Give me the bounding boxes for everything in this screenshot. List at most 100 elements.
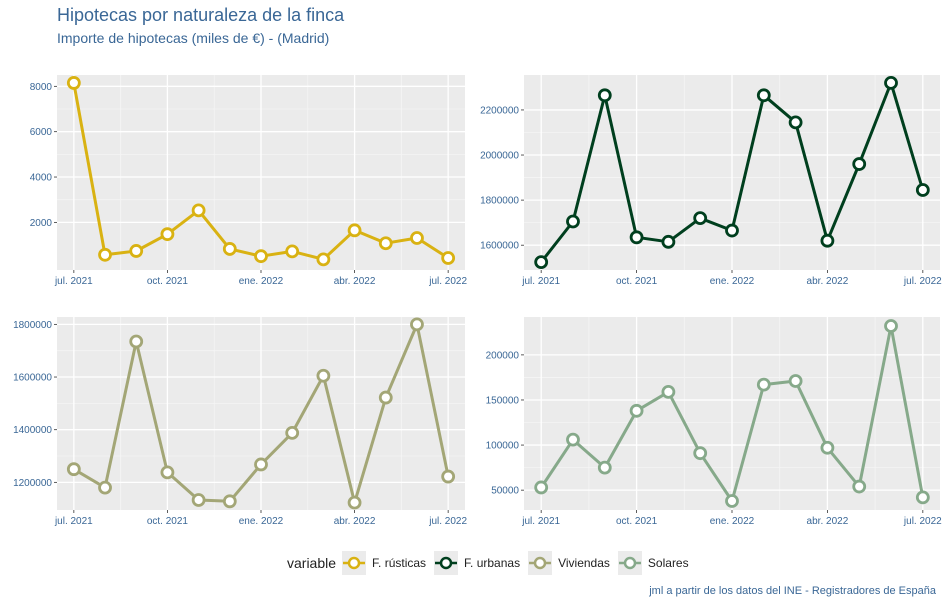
data-point	[285, 425, 300, 440]
data-point	[316, 368, 331, 383]
data-point	[884, 319, 898, 333]
data-point	[629, 403, 644, 418]
y-tick-label: 6000	[30, 127, 53, 138]
x-tick-label: ene. 2022	[239, 516, 284, 527]
y-tick-label: 1600000	[480, 241, 519, 252]
data-point	[191, 203, 206, 218]
data-point	[820, 440, 835, 455]
y-tick-label: 1800000	[13, 320, 52, 331]
legend-key-f-urbanas	[434, 551, 459, 575]
legend-title: variable	[287, 555, 337, 571]
data-point	[410, 317, 424, 332]
y-tick-label: 2200000	[480, 105, 519, 116]
data-point	[160, 465, 175, 480]
legend-item-viviendas: Viviendas	[528, 551, 610, 575]
y-tick-label: 2000000	[480, 151, 519, 162]
data-point	[852, 479, 867, 494]
chart-subtitle: Importe de hipotecas (miles de €) - (Mad…	[57, 30, 330, 46]
source-caption: jml a partir de los datos del INE - Regi…	[649, 585, 936, 597]
x-tick-label: jul. 2022	[903, 516, 942, 527]
data-point	[222, 494, 237, 509]
x-tick-label: jul. 2022	[428, 276, 467, 287]
x-tick-label: ene. 2022	[710, 516, 755, 527]
x-tick-label: oct. 2021	[147, 516, 189, 527]
legend-label: F. urbanas	[464, 556, 521, 570]
x-tick-label: abr. 2022	[334, 516, 376, 527]
data-point	[254, 249, 268, 264]
y-tick-label: 1800000	[480, 196, 519, 207]
data-point	[98, 480, 112, 495]
data-point	[693, 446, 708, 461]
data-point	[534, 480, 549, 495]
data-point	[629, 230, 644, 245]
data-point	[222, 242, 237, 256]
data-point	[441, 469, 456, 484]
legend-key-viviendas	[528, 551, 553, 575]
x-tick-label: abr. 2022	[807, 516, 849, 527]
data-point	[566, 432, 580, 447]
data-point	[378, 390, 393, 405]
data-point	[129, 334, 144, 349]
data-point	[820, 233, 835, 248]
x-tick-label: ene. 2022	[710, 276, 755, 287]
y-tick-label: 4000	[30, 173, 53, 184]
y-tick-label: 100000	[486, 441, 520, 452]
legend: variable F. rústicas F. urbanas Vivienda…	[287, 551, 697, 575]
data-point	[441, 251, 456, 265]
data-point	[191, 493, 206, 507]
x-tick-label: oct. 2021	[616, 276, 658, 287]
data-point	[98, 247, 112, 262]
data-point	[254, 457, 268, 472]
chart-title: Hipotecas por naturaleza de la finca	[57, 5, 345, 25]
y-tick-label: 50000	[491, 486, 519, 497]
legend-item-solares: Solares	[617, 551, 689, 575]
data-point	[285, 244, 300, 259]
legend-item-f-urbanas: F. urbanas	[434, 551, 520, 575]
x-tick-label: oct. 2021	[616, 516, 658, 527]
data-point	[66, 76, 81, 90]
y-tick-label: 200000	[486, 350, 520, 361]
legend-label: F. rústicas	[372, 556, 427, 570]
x-tick-label: abr. 2022	[334, 276, 376, 287]
data-point	[788, 115, 803, 130]
data-point	[347, 495, 362, 510]
data-point	[915, 183, 930, 197]
data-point	[566, 214, 580, 229]
data-point	[852, 157, 867, 171]
x-tick-label: abr. 2022	[807, 276, 849, 287]
x-tick-label: jul. 2021	[521, 516, 560, 527]
legend-label: Solares	[647, 556, 689, 570]
data-point	[160, 227, 175, 242]
y-tick-label: 150000	[486, 395, 520, 406]
x-tick-label: jul. 2021	[54, 516, 93, 527]
data-point	[347, 223, 362, 238]
data-point	[597, 88, 612, 103]
data-point	[756, 88, 771, 103]
x-tick-label: jul. 2022	[428, 516, 467, 527]
data-point	[410, 231, 424, 245]
x-tick-label: oct. 2021	[147, 276, 189, 287]
data-point	[788, 374, 803, 388]
data-point	[597, 460, 612, 475]
data-point	[915, 490, 930, 505]
y-tick-label: 1600000	[13, 373, 52, 384]
data-point	[66, 462, 81, 477]
legend-label: Viviendas	[558, 556, 610, 570]
x-tick-label: jul. 2022	[903, 276, 942, 287]
x-tick-label: jul. 2021	[521, 276, 560, 287]
y-tick-label: 1400000	[13, 425, 52, 436]
data-point	[884, 75, 898, 90]
data-point	[316, 252, 331, 267]
y-tick-label: 1200000	[13, 478, 52, 489]
data-point	[725, 494, 739, 508]
data-point	[661, 234, 676, 249]
data-point	[693, 211, 708, 226]
x-tick-label: jul. 2021	[54, 276, 93, 287]
data-point	[756, 377, 771, 392]
data-point	[725, 223, 739, 238]
y-tick-label: 2000	[30, 218, 53, 229]
legend-item-f-rusticas: F. rústicas	[342, 551, 426, 575]
legend-key-solares	[617, 551, 642, 575]
y-tick-label: 8000	[30, 82, 53, 93]
data-point	[534, 255, 549, 270]
